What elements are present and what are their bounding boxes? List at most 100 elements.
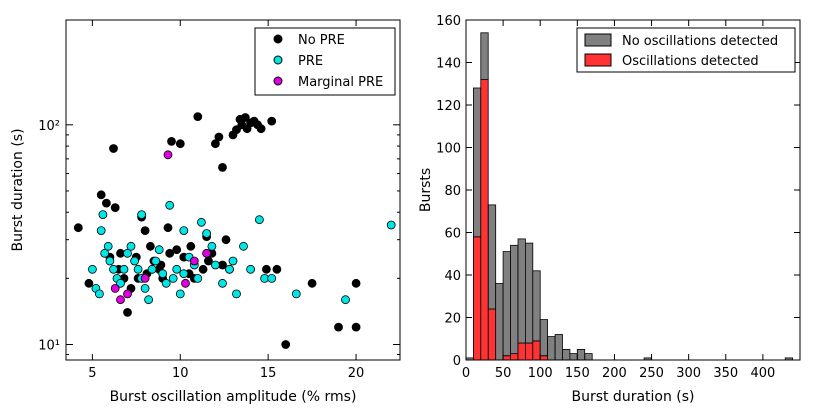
point-pre-6 [105, 256, 115, 266]
point-pre-36 [225, 264, 234, 274]
point-no-pre-48 [334, 322, 343, 332]
histogram-ticks: 0 50 100 150 200 250 300 350 400 0 20 40 60 80 100 120 1… [436, 14, 800, 381]
bar-no-oscillations-60 [510, 244, 519, 355]
histogram-x-axis-label: Burst duration (s) [571, 389, 694, 405]
point-no-pre-42 [256, 124, 266, 134]
point-pre-14 [133, 264, 143, 274]
point-no-pre-12 [140, 226, 150, 236]
bar-no-oscillations-120 [554, 334, 563, 361]
bar-no-oscillations-90 [532, 270, 541, 342]
histogram-x-tick-label: 250 [639, 366, 664, 381]
point-pre-18 [147, 264, 157, 274]
point-pre-4 [100, 248, 110, 258]
point-no-pre-47 [307, 278, 317, 288]
point-pre-37 [228, 256, 238, 266]
point-pre-22 [161, 278, 171, 288]
bar-oscillations-90 [532, 340, 541, 361]
scatter-x-axis-label: Burst oscillation amplitude (% rms) [110, 389, 357, 405]
bar-no-oscillations-20 [480, 32, 489, 80]
point-no-pre-46 [281, 340, 291, 349]
point-pre-33 [207, 241, 217, 251]
point-pre-7 [109, 264, 118, 274]
point-no-pre-20 [175, 139, 185, 149]
histogram-bars [465, 32, 794, 361]
histogram-x-tick-label: 100 [528, 366, 553, 381]
point-no-pre-6 [110, 203, 120, 213]
point-pre-48 [137, 210, 147, 220]
point-pre-19 [151, 256, 161, 266]
point-no-pre-45 [272, 264, 282, 274]
point-pre-45 [341, 295, 350, 305]
histogram-y-axis-label: Bursts [418, 168, 434, 212]
scatter-x-tick-label: 20 [348, 366, 365, 381]
point-no-pre-3 [102, 198, 111, 208]
point-pre-40 [246, 264, 256, 274]
legend-label-marginal-pre: Marginal PRE [298, 75, 383, 90]
scatter-x-tick-label: 5 [88, 366, 96, 381]
bar-oscillations-80 [525, 342, 534, 361]
point-no-pre-0 [73, 223, 83, 233]
point-pre-25 [172, 264, 182, 274]
point-marginal-pre-5 [181, 278, 190, 288]
legend-marker-pre [273, 55, 283, 65]
histogram-x-tick-label: 200 [602, 366, 627, 381]
bar-oscillations-50 [502, 355, 511, 361]
point-pre-46 [386, 220, 396, 230]
histogram-y-tick-label: 0 [453, 354, 461, 369]
point-no-pre-2 [96, 190, 106, 200]
point-pre-11 [123, 248, 132, 258]
bar-no-oscillations-80 [525, 242, 534, 344]
point-no-pre-29 [214, 132, 224, 142]
bar-oscillations-60 [510, 353, 519, 361]
point-marginal-pre-6 [189, 256, 199, 266]
histogram-x-tick-label: 150 [565, 366, 590, 381]
point-pre-0 [88, 264, 97, 274]
histogram-y-tick-label: 80 [444, 184, 461, 199]
point-pre-16 [140, 283, 150, 293]
point-pre-27 [179, 269, 189, 279]
bar-no-oscillations-140 [569, 353, 578, 361]
point-pre-34 [210, 260, 220, 270]
point-no-pre-49 [351, 278, 361, 288]
point-pre-23 [165, 200, 175, 210]
point-pre-20 [154, 245, 164, 255]
point-no-pre-37 [240, 113, 250, 122]
point-pre-32 [202, 229, 212, 238]
point-pre-44 [291, 289, 301, 299]
scatter-points [73, 112, 396, 349]
scatter-ticks: 5 10 15 20 10¹ 10² [38, 20, 400, 381]
histogram-y-tick-label: 20 [444, 312, 461, 327]
bar-oscillations-30 [487, 308, 497, 361]
histogram-legend-box [576, 27, 796, 73]
point-no-pre-17 [163, 223, 173, 233]
bar-no-oscillations-110 [547, 336, 556, 361]
legend-label-pre: PRE [298, 54, 323, 69]
bar-no-oscillations-10 [472, 87, 482, 238]
scatter-x-tick-label: 10 [172, 366, 189, 381]
point-no-pre-25 [198, 264, 208, 274]
point-pre-3 [96, 226, 106, 236]
point-pre-41 [254, 215, 264, 225]
point-marginal-pre-1 [116, 295, 125, 305]
point-pre-17 [144, 295, 154, 305]
legend-swatch-no-oscillations [584, 33, 612, 47]
histogram-y-tick-label: 100 [436, 142, 461, 157]
histogram-y-tick-label: 160 [436, 14, 461, 29]
point-no-pre-44 [267, 116, 277, 126]
point-no-pre-1 [84, 278, 94, 288]
bar-oscillations-10 [472, 236, 482, 361]
point-pre-2 [95, 289, 104, 299]
point-pre-13 [130, 256, 140, 266]
point-pre-30 [193, 273, 203, 283]
bar-no-oscillations-130 [562, 348, 571, 361]
bar-no-oscillations-50 [502, 251, 511, 357]
point-no-pre-9 [123, 307, 132, 317]
point-pre-5 [103, 241, 113, 251]
point-no-pre-31 [221, 235, 231, 245]
legend-label-no-oscillations: No oscillations detected [622, 34, 778, 49]
histogram-x-tick-label: 0 [462, 366, 470, 381]
histogram-y-tick-label: 140 [436, 57, 461, 72]
point-marginal-pre-3 [140, 273, 150, 283]
point-pre-49 [179, 226, 189, 236]
point-pre-47 [98, 210, 108, 220]
